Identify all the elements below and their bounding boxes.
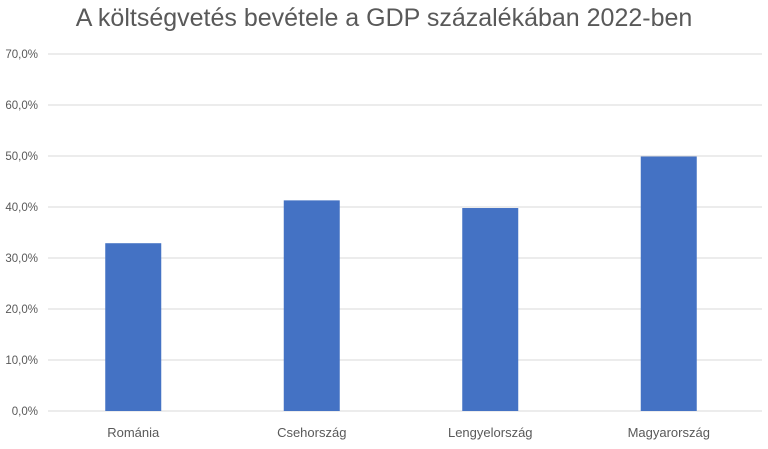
y-tick-label: 30,0% (5, 253, 38, 265)
x-category-label: Románia (107, 425, 160, 440)
y-tick-label: 0,0% (12, 406, 38, 418)
bar-csehország (283, 200, 340, 411)
bar-románia (105, 243, 162, 411)
chart-title: A költségvetés bevétele a GDP százalékáb… (75, 4, 693, 32)
y-tick-label: 60,0% (5, 100, 38, 112)
y-tick-label: 40,0% (5, 202, 38, 214)
y-tick-label: 70,0% (5, 49, 38, 61)
y-tick-label: 50,0% (5, 151, 38, 163)
x-category-label: Magyarország (628, 425, 710, 440)
y-tick-label: 10,0% (5, 355, 38, 367)
x-category-label: Lengyelország (448, 425, 533, 440)
bar-magyarország (640, 156, 697, 411)
x-category-label: Csehország (277, 425, 346, 440)
bar-lengyelország (462, 208, 519, 411)
y-tick-label: 20,0% (5, 304, 38, 316)
